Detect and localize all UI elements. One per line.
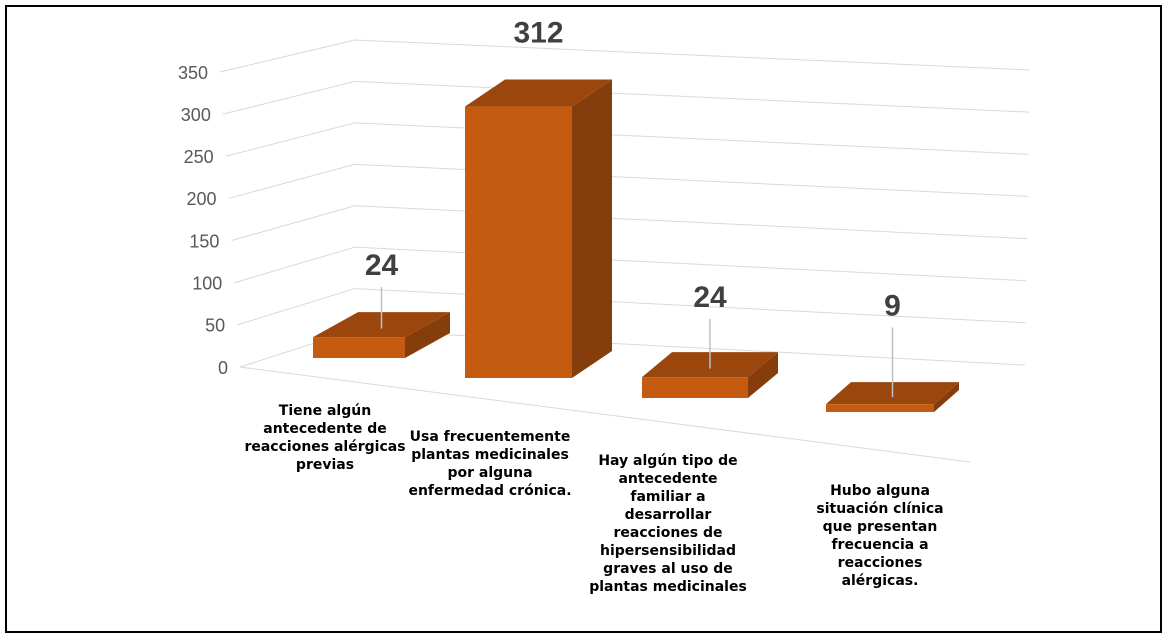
category-label: Usa frecuentemente plantas medicinales p…: [408, 429, 572, 499]
bar-side: [572, 79, 612, 378]
grid-line: [228, 163, 1028, 199]
bar: [465, 106, 572, 378]
bar-side: [934, 382, 959, 412]
bar: [826, 404, 934, 412]
y-tick-label: 0: [218, 358, 228, 378]
value-label: 312: [513, 16, 563, 49]
y-tick-label: 300: [181, 105, 211, 125]
category-label: Tiene algún antecedente de reacciones al…: [244, 403, 406, 473]
category-label: Hubo alguna situación clínica que presen…: [816, 483, 944, 589]
y-tick-label: 150: [189, 231, 219, 251]
y-tick-label: 250: [184, 147, 214, 167]
grid-line: [219, 39, 1031, 73]
bar-side: [405, 312, 450, 358]
grid-line: [234, 246, 1027, 284]
grid-line: [225, 122, 1029, 157]
bar: [642, 377, 748, 398]
grid-line: [236, 288, 1026, 326]
y-tick-label: 200: [187, 189, 217, 209]
value-label: 24: [365, 249, 399, 282]
bar-side: [748, 352, 778, 398]
y-tick-label: 100: [192, 273, 222, 293]
floor-edge: [239, 366, 971, 463]
y-tick-label: 50: [205, 316, 225, 336]
bar: [313, 337, 405, 358]
value-label: 9: [884, 289, 901, 322]
value-label: 24: [693, 281, 727, 314]
grid-line: [231, 205, 1028, 242]
grid-line: [222, 80, 1030, 115]
category-label: Hay algún tipo de antecedente familiar a…: [589, 453, 747, 595]
bar-top: [465, 79, 612, 107]
y-tick-label: 350: [178, 63, 208, 83]
